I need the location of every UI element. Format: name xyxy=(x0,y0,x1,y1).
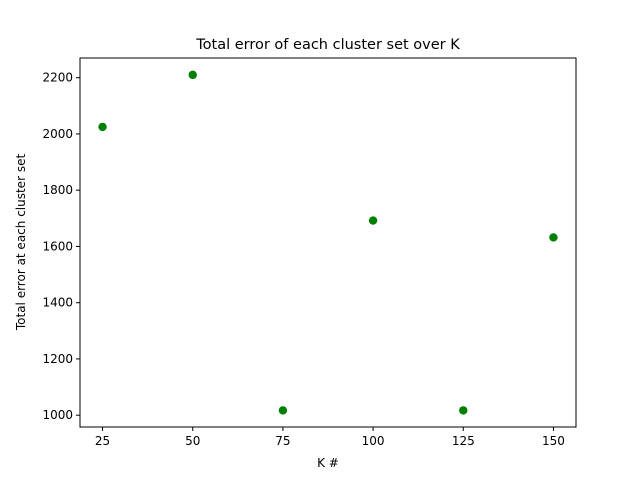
x-tick-label: 125 xyxy=(452,434,475,448)
x-tick-label: 75 xyxy=(275,434,290,448)
data-point xyxy=(98,122,107,132)
data-point xyxy=(368,216,378,225)
x-tick-label: 100 xyxy=(362,434,385,448)
y-axis-label: Total error at each cluster set xyxy=(14,154,28,332)
y-tick-label: 1200 xyxy=(42,352,73,366)
data-points xyxy=(98,70,558,415)
y-tick-label: 2200 xyxy=(42,71,73,85)
plot-area: 25 50 75 100 125 150 1000 1200 1400 1600 1800 2000… xyxy=(42,57,577,448)
x-axis-ticks: 25 50 75 100 125 150 xyxy=(95,427,565,448)
data-point xyxy=(188,70,197,80)
x-tick-label: 50 xyxy=(185,434,200,448)
x-tick-label: 25 xyxy=(95,434,110,448)
axes-frame xyxy=(79,57,577,428)
y-tick-label: 1400 xyxy=(42,296,73,310)
chart-title: Total error of each cluster set over K xyxy=(195,37,460,53)
y-tick-label: 1600 xyxy=(42,239,73,253)
data-point xyxy=(459,406,468,415)
y-tick-label: 2000 xyxy=(42,127,73,141)
y-tick-label: 1000 xyxy=(42,408,73,422)
data-point xyxy=(278,406,288,415)
y-axis-ticks: 1000 1200 1400 1600 1800 2000 2200 xyxy=(42,71,80,422)
data-point xyxy=(549,233,558,242)
x-axis-label: K # xyxy=(317,456,339,470)
y-tick-label: 1800 xyxy=(42,183,73,197)
x-tick-label: 150 xyxy=(542,434,565,448)
